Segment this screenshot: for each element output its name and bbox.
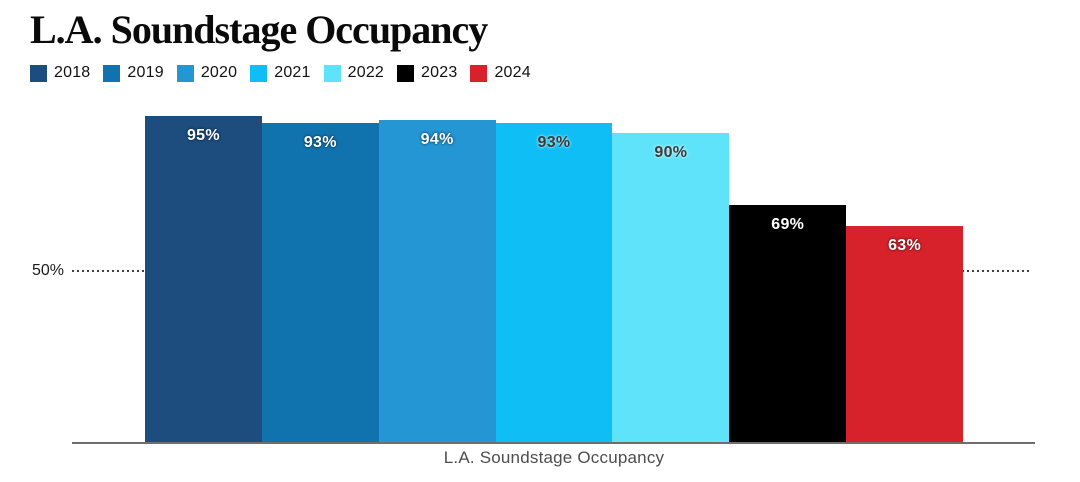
- legend-label-2024: 2024: [494, 64, 531, 81]
- bar-2024: 63%: [846, 226, 964, 442]
- bar-2019: 93%: [261, 123, 379, 442]
- legend-label-2022: 2022: [347, 64, 385, 81]
- legend-label-2021: 2021: [274, 64, 311, 81]
- bar-value-label-2023: 69%: [771, 216, 805, 233]
- legend-swatch-2024: [470, 64, 488, 82]
- bar-value-label-2024: 63%: [888, 237, 922, 254]
- legend-swatch-2018: [30, 64, 47, 82]
- legend-item-2021: 2021: [250, 64, 310, 82]
- bar-value-label-2021: 93%: [537, 134, 571, 151]
- legend-swatch-2020: [176, 64, 194, 82]
- legend-label-2019: 2019: [127, 64, 164, 81]
- legend-item-2019: 2019: [103, 64, 164, 82]
- bar-2022: 90%: [612, 133, 730, 442]
- legend-label-2023: 2023: [421, 64, 458, 81]
- legend-swatch-2022: [323, 64, 341, 82]
- x-axis-title: L.A. Soundstage Occupancy: [443, 448, 665, 467]
- bar-2020: 94%: [378, 120, 496, 442]
- bar-group: 95% 93% 94% 93% 90% 69% 63%: [145, 99, 964, 442]
- chart-title: L.A. Soundstage Occupancy: [30, 7, 488, 52]
- y-axis-tick-label-50: 50%: [31, 262, 64, 279]
- bar-value-label-2020: 94%: [420, 131, 454, 148]
- bar-value-label-2022: 90%: [654, 144, 688, 161]
- legend-item-2023: 2023: [397, 64, 457, 82]
- legend-item-2018: 2018: [30, 64, 90, 82]
- legend-swatch-2023: [397, 64, 415, 82]
- bar-2021: 93%: [495, 123, 613, 442]
- x-axis-line: [72, 442, 1035, 444]
- legend-item-2024: 2024: [470, 64, 531, 82]
- legend-item-2020: 2020: [176, 64, 238, 82]
- legend-swatch-2019: [103, 64, 121, 82]
- legend-swatch-2021: [250, 64, 268, 82]
- legend-label-2018: 2018: [54, 64, 91, 81]
- legend-label-2020: 2020: [200, 64, 238, 81]
- legend-item-2022: 2022: [323, 64, 385, 82]
- bar-2023: 69%: [729, 205, 847, 442]
- bar-value-label-2018: 95%: [186, 127, 220, 144]
- bar-2018: 95%: [145, 116, 262, 442]
- legend: 2018 2019 2020 2021 2022 2023 2024: [30, 64, 531, 82]
- bar-value-label-2019: 93%: [303, 134, 337, 151]
